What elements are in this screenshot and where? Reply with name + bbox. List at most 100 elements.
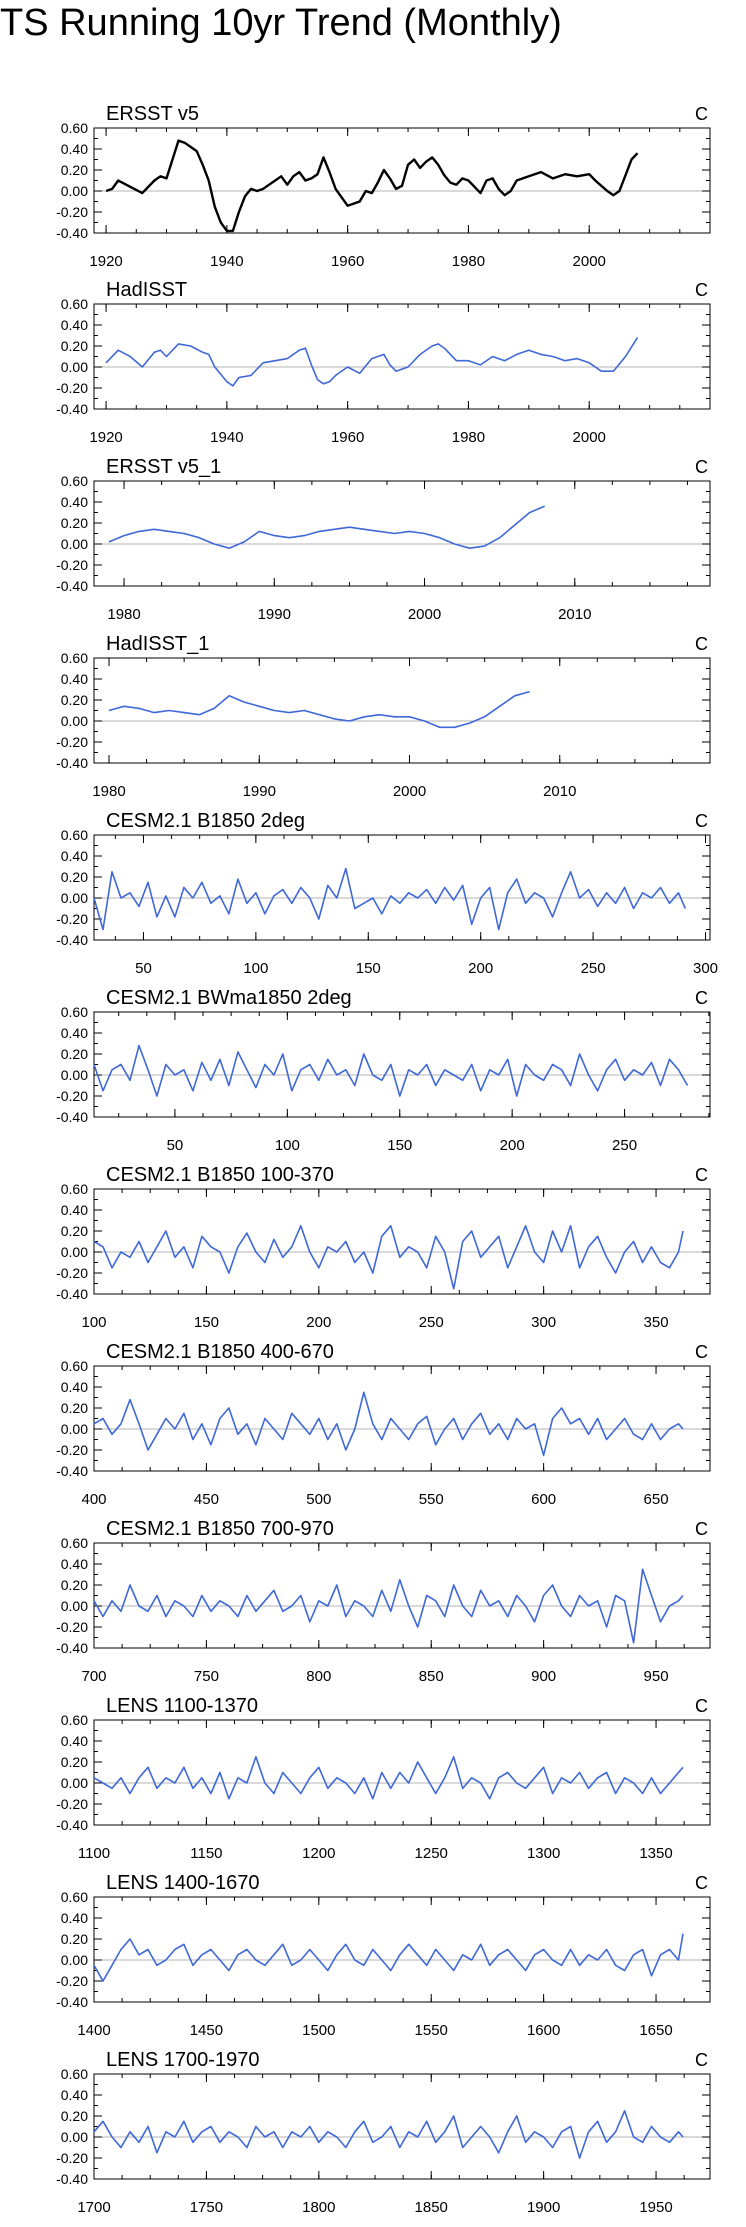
x-tick-label: 350	[644, 1314, 669, 1331]
y-tick-label: 0.60	[61, 296, 88, 312]
x-tick-label: 1850	[415, 2199, 448, 2216]
y-tick-label: -0.20	[56, 1088, 88, 1104]
x-tick-label: 1950	[639, 2199, 672, 2216]
panel-5: CESM2.1 B1850 2deg C -0.40 -0.20 0.00 0.20 0.4…	[56, 810, 718, 977]
x-tick-label: 1980	[107, 606, 140, 623]
x-tick-label: 1250	[415, 1845, 448, 1862]
x-tick-label: 1450	[190, 2022, 223, 2039]
panel-6: CESM2.1 BWma1850 2deg C -0.40 -0.20 0.00 0.20…	[56, 987, 711, 1154]
series-line	[93, 1568, 684, 1644]
x-tick-label: 1150	[190, 1845, 222, 1862]
x-tick-label: 50	[167, 1137, 184, 1154]
plot-frame	[93, 1542, 711, 1649]
y-tick-label: -0.20	[56, 1796, 88, 1812]
x-tick-label: 1400	[77, 2022, 110, 2039]
x-tick-label: 550	[419, 1491, 444, 1508]
panel-title: LENS 1100-1370	[106, 1695, 258, 1717]
x-tick-label: 250	[612, 1137, 637, 1154]
x-tick-label: 1200	[302, 1845, 335, 1862]
figure-title: TS Running 10yr Trend (Monthly)	[0, 2, 562, 44]
x-tick-label: 1600	[527, 2022, 560, 2039]
y-tick-label: -0.40	[56, 401, 88, 417]
y-tick-label: -0.40	[56, 932, 88, 948]
units-label: C	[695, 1873, 708, 1893]
y-tick-label: 0.00	[61, 1244, 88, 1260]
series-line	[93, 1225, 684, 1290]
series-line	[93, 1933, 684, 1982]
y-tick-label: -0.20	[56, 557, 88, 573]
y-tick-label: 0.00	[61, 1421, 88, 1437]
y-tick-label: 0.20	[61, 2108, 88, 2124]
x-tick-label: 600	[531, 1491, 556, 1508]
y-tick-label: 0.40	[61, 671, 88, 687]
x-tick-label: 1650	[639, 2022, 672, 2039]
x-tick-label: 900	[531, 1668, 556, 1685]
panel-title: CESM2.1 B1850 400-670	[106, 1341, 334, 1363]
y-tick-label: 0.60	[61, 1712, 88, 1728]
x-tick-label: 250	[581, 960, 606, 977]
y-tick-label: 0.00	[61, 1067, 88, 1083]
y-tick-label: 0.40	[61, 1025, 88, 1041]
y-tick-label: -0.20	[56, 1265, 88, 1281]
y-tick-label: 0.00	[61, 890, 88, 906]
y-tick-label: 0.60	[61, 1889, 88, 1905]
x-tick-label: 450	[194, 1491, 219, 1508]
panel-3: ERSST v5_1 C -0.40 -0.20 0.00 0.20 0.40 0.60 198…	[56, 456, 711, 623]
y-tick-label: 0.40	[61, 1910, 88, 1926]
x-tick-label: 1920	[89, 429, 122, 446]
y-tick-label: 0.00	[61, 1952, 88, 1968]
y-tick-label: -0.40	[56, 2171, 88, 2187]
series-line	[105, 139, 639, 233]
y-tick-label: 0.20	[61, 1046, 88, 1062]
units-label: C	[695, 104, 708, 124]
y-tick-label: 0.40	[61, 1556, 88, 1572]
y-tick-label: -0.40	[56, 1109, 88, 1125]
series-line	[93, 1044, 689, 1097]
panel-10: LENS 1100-1370 C -0.40 -0.20 0.00 0.20 0.40 0.6…	[56, 1695, 711, 1862]
units-label: C	[695, 1519, 708, 1539]
y-tick-label: 0.40	[61, 848, 88, 864]
x-tick-label: 1500	[302, 2022, 335, 2039]
panel-2: HadISST C -0.40 -0.20 0.00 0.20 0.40 0.60 1920 19…	[56, 279, 711, 446]
panel-9: CESM2.1 B1850 700-970 C -0.40 -0.20 0.00 0.20…	[56, 1518, 711, 1685]
y-tick-label: 0.60	[61, 827, 88, 843]
y-tick-label: 0.40	[61, 1202, 88, 1218]
units-label: C	[695, 1165, 708, 1185]
x-tick-label: 2010	[558, 606, 591, 623]
x-tick-label: 200	[306, 1314, 331, 1331]
x-tick-label: 100	[81, 1314, 106, 1331]
y-tick-label: -0.40	[56, 1640, 88, 1656]
panel-7: CESM2.1 B1850 100-370 C -0.40 -0.20 0.00 0.20…	[56, 1164, 711, 1331]
x-tick-label: 1550	[415, 2022, 448, 2039]
y-tick-label: 0.00	[61, 1598, 88, 1614]
x-tick-label: 2000	[573, 429, 606, 446]
panel-title: CESM2.1 B1850 700-970	[106, 1518, 334, 1540]
y-tick-label: -0.20	[56, 1619, 88, 1635]
y-tick-label: -0.20	[56, 2150, 88, 2166]
units-label: C	[695, 280, 708, 300]
y-tick-label: 0.40	[61, 494, 88, 510]
units-label: C	[695, 1342, 708, 1362]
y-tick-label: 0.40	[61, 1733, 88, 1749]
x-tick-label: 1100	[78, 1845, 110, 1862]
x-tick-label: 500	[306, 1491, 331, 1508]
units-label: C	[695, 457, 708, 477]
x-tick-label: 250	[419, 1314, 444, 1331]
y-tick-label: -0.40	[56, 578, 88, 594]
y-tick-label: 0.20	[61, 1223, 88, 1239]
panel-12: LENS 1700-1970 C -0.40 -0.20 0.00 0.20 0.40 0.6…	[56, 2049, 711, 2216]
x-tick-label: 950	[644, 1668, 669, 1685]
series-line	[93, 2110, 684, 2159]
y-tick-label: 0.40	[61, 2087, 88, 2103]
y-tick-label: 0.20	[61, 338, 88, 354]
y-tick-label: 0.00	[61, 359, 88, 375]
units-label: C	[695, 634, 708, 654]
y-tick-label: -0.40	[56, 225, 88, 241]
y-tick-label: -0.20	[56, 734, 88, 750]
plot-frame	[93, 834, 711, 941]
y-tick-label: 0.60	[61, 1358, 88, 1374]
y-tick-label: 0.20	[61, 692, 88, 708]
y-tick-label: 0.20	[61, 515, 88, 531]
panel-title: CESM2.1 B1850 100-370	[106, 1164, 334, 1186]
y-tick-label: -0.20	[56, 1973, 88, 1989]
